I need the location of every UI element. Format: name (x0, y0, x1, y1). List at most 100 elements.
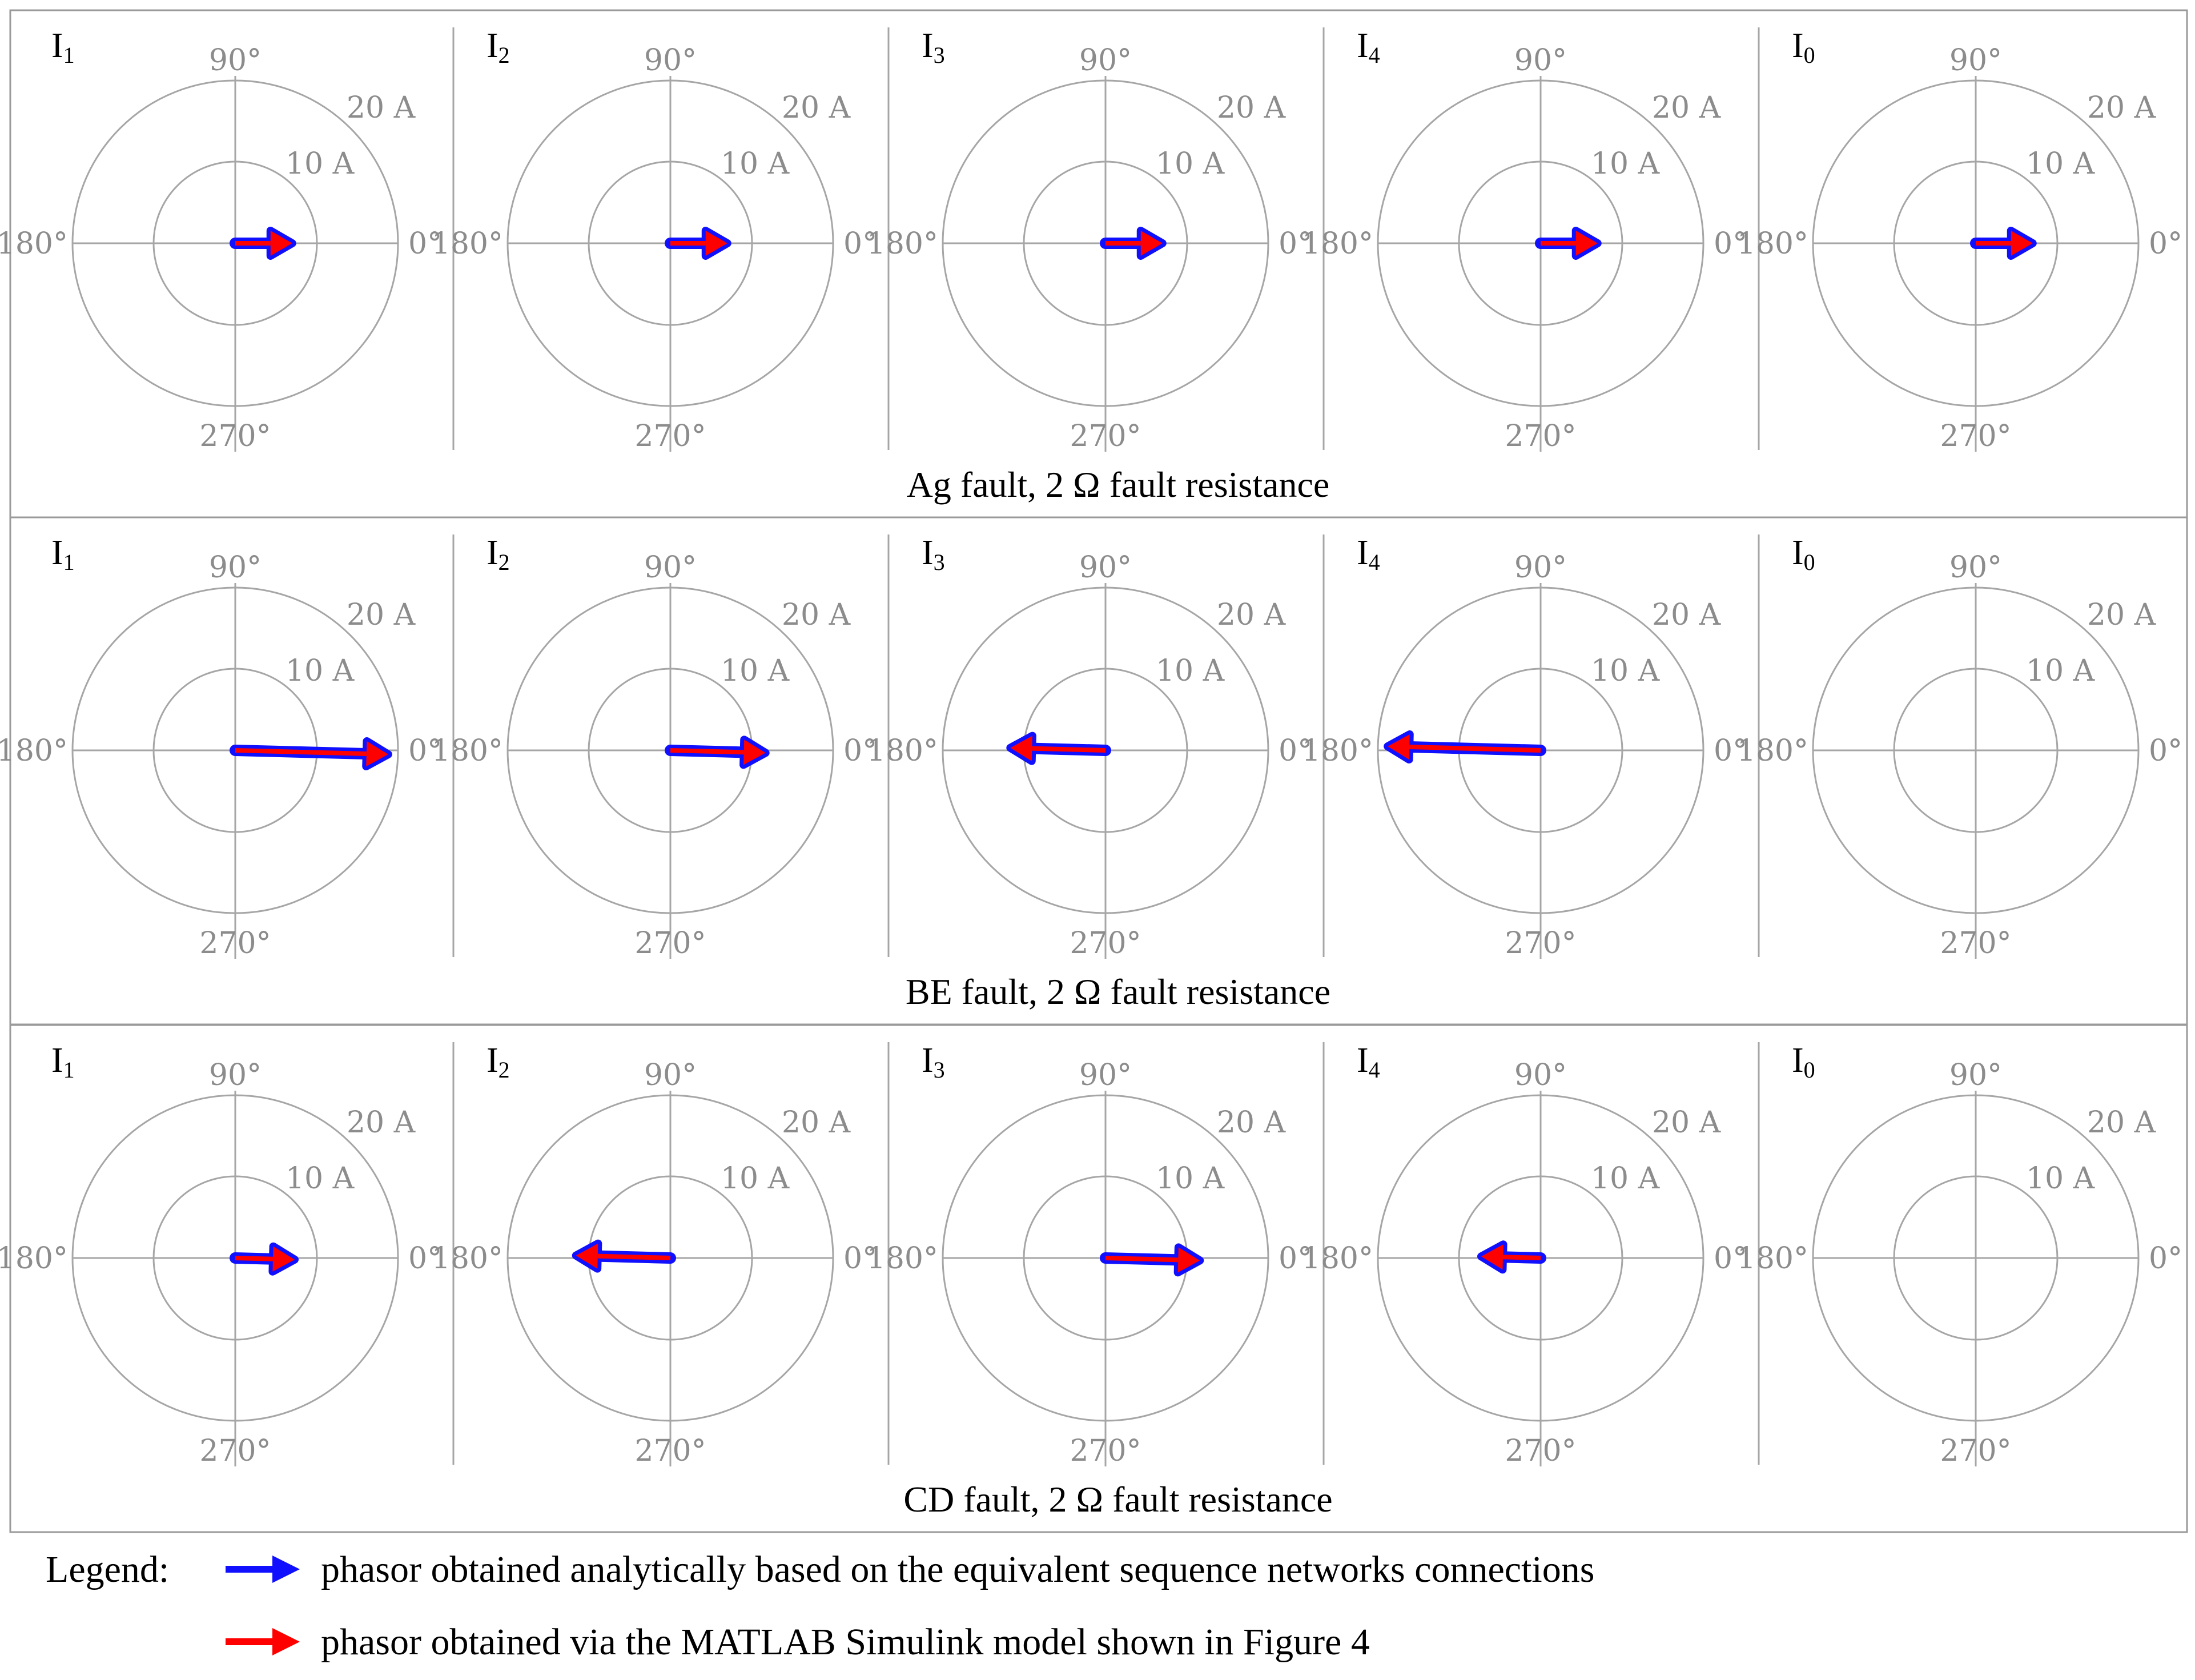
label-ring-10a: 10 A (286, 654, 355, 688)
label-ring-20a: 20 A (782, 598, 851, 632)
label-90-deg: 90° (644, 1058, 697, 1092)
phasor-panel: 90° 270° 0° 180° 20 A 10 A I4 (1302, 26, 1760, 453)
panel-title: I0 (1792, 533, 1815, 575)
panel-title-main: I (1357, 533, 1369, 572)
panel-title: I0 (1792, 26, 1815, 68)
label-ring-20a: 20 A (347, 91, 416, 125)
label-ring-10a: 10 A (721, 654, 790, 688)
label-ring-10a: 10 A (721, 147, 790, 181)
phasor-simulink-head (366, 741, 388, 767)
phasor-simulink-shaft (235, 1256, 274, 1261)
label-ring-20a: 20 A (1652, 91, 1722, 125)
panel-title-subscript: 0 (1804, 1057, 1815, 1083)
label-90-deg: 90° (1949, 43, 2002, 78)
label-ring-20a: 20 A (347, 598, 416, 632)
panel-title-subscript: 1 (63, 42, 75, 68)
label-ring-10a: 10 A (1591, 1161, 1661, 1196)
label-ring-20a: 20 A (2087, 1106, 2157, 1140)
label-ring-20a: 20 A (782, 1106, 851, 1140)
panel-title-main: I (922, 533, 934, 572)
label-180-deg: 180° (432, 227, 503, 261)
label-0-deg: 0° (1279, 734, 1312, 768)
panel-title: I3 (922, 1041, 945, 1083)
label-180-deg: 180° (867, 734, 938, 768)
panel-title: I2 (487, 1041, 510, 1083)
panel-title: I2 (487, 26, 510, 68)
label-0-deg: 0° (843, 734, 877, 768)
label-90-deg: 90° (1079, 550, 1132, 585)
label-ring-20a: 20 A (1217, 91, 1287, 125)
panel-title: I4 (1357, 533, 1380, 575)
label-0-deg: 0° (1279, 1241, 1312, 1276)
panel-title-subscript: 3 (934, 1057, 945, 1083)
label-270-deg: 270° (1070, 419, 1141, 453)
phasor-panel: 90° 270° 0° 180° 20 A 10 A I1 (0, 26, 455, 453)
label-180-deg: 180° (1737, 227, 1808, 261)
phasor-panel: 90° 270° 0° 180° 20 A 10 A I2 (432, 533, 890, 960)
panel-title-subscript: 0 (1804, 42, 1815, 68)
label-ring-10a: 10 A (1156, 1161, 1225, 1196)
label-270-deg: 270° (1940, 419, 2011, 453)
phasor-simulink-head (705, 231, 727, 256)
panel-title-main: I (487, 533, 499, 572)
panel-title-main: I (51, 26, 63, 65)
panel-title-subscript: 4 (1369, 549, 1380, 575)
legend: Legend: phasor obtained analytically base… (46, 1549, 1594, 1663)
phasor-simulink-shaft (1502, 1255, 1541, 1260)
label-90-deg: 90° (1949, 1058, 2002, 1092)
phasor-simulink-head (272, 1246, 295, 1272)
label-ring-20a: 20 A (1652, 1106, 1722, 1140)
label-270-deg: 270° (1505, 419, 1576, 453)
phasor-simulink-head (1388, 734, 1410, 759)
panel-title: I0 (1792, 1041, 1815, 1083)
panel-title-main: I (487, 1041, 499, 1080)
label-ring-10a: 10 A (286, 147, 355, 181)
label-90-deg: 90° (1079, 43, 1132, 78)
legend-label: Legend: (46, 1549, 169, 1590)
label-90-deg: 90° (1079, 1058, 1132, 1092)
row-caption: CD fault, 2 Ω fault resistance (903, 1479, 1332, 1520)
phasor-simulink-shaft (1409, 744, 1541, 753)
phasor-simulink-shaft (1032, 746, 1106, 753)
panel-title: I2 (487, 533, 510, 575)
panel-title-subscript: 3 (934, 42, 945, 68)
label-0-deg: 0° (1714, 227, 1747, 261)
panel-title-subscript: 3 (934, 549, 945, 575)
legend-item-text: phasor obtained via the MATLAB Simulink … (321, 1621, 1370, 1663)
label-90-deg: 90° (1514, 1058, 1567, 1092)
legend-arrow-head (272, 1556, 300, 1583)
label-270-deg: 270° (199, 926, 271, 960)
label-ring-10a: 10 A (1591, 654, 1661, 688)
label-180-deg: 180° (867, 227, 938, 261)
phasor-panel: 90° 270° 0° 180° 20 A 10 A I2 (432, 1041, 890, 1468)
phasor-simulink-head (1575, 231, 1598, 256)
label-180-deg: 180° (432, 734, 503, 768)
label-270-deg: 270° (1940, 926, 2011, 960)
label-180-deg: 180° (1302, 1241, 1373, 1276)
label-90-deg: 90° (209, 43, 262, 78)
panel-title-main: I (1357, 26, 1369, 65)
phasor-simulink-shaft (670, 748, 744, 755)
panel-title-subscript: 4 (1369, 42, 1380, 68)
phasor-panel: 90° 270° 0° 180° 20 A 10 A I3 (867, 1041, 1325, 1468)
phasor-panel: 90° 270° 0° 180° 20 A 10 A I1 (0, 533, 455, 960)
panel-title-main: I (1357, 1041, 1369, 1080)
label-90-deg: 90° (1514, 550, 1567, 585)
panel-title: I1 (51, 1041, 75, 1083)
label-180-deg: 180° (0, 1241, 68, 1276)
label-180-deg: 180° (0, 734, 68, 768)
label-180-deg: 180° (0, 227, 68, 261)
label-0-deg: 0° (2149, 734, 2182, 768)
label-90-deg: 90° (644, 550, 697, 585)
label-ring-10a: 10 A (2026, 147, 2096, 181)
panel-title-subscript: 0 (1804, 549, 1815, 575)
label-ring-10a: 10 A (721, 1161, 790, 1196)
phasor-panel: 90° 270° 0° 180° 20 A 10 A I3 (867, 26, 1325, 453)
label-270-deg: 270° (634, 1434, 706, 1468)
label-ring-20a: 20 A (1217, 598, 1287, 632)
phasor-simulink-head (1140, 231, 1163, 256)
panel-title-main: I (1792, 1041, 1804, 1080)
legend-item-text: phasor obtained analytically based on th… (321, 1549, 1594, 1590)
phasor-panels: 90°270°0°180°20 A10 AI1 90°270°0°180°20 A… (0, 26, 2182, 1468)
label-0-deg: 0° (2149, 1241, 2182, 1276)
